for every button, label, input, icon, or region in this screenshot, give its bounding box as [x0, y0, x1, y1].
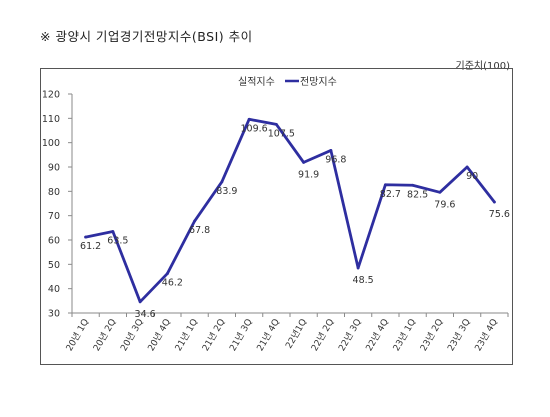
x-tick-label: 22년 3Q — [336, 317, 363, 353]
data-point — [193, 219, 197, 223]
y-tick-label: 100 — [42, 138, 60, 149]
data-label: 48.5 — [353, 275, 374, 286]
x-tick-label: 22년1Q — [283, 317, 309, 351]
data-label: 96.8 — [325, 154, 346, 165]
data-label: 75.6 — [489, 209, 510, 220]
x-tick-label: 21년 1Q — [173, 317, 200, 353]
x-tick-label: 23년 4Q — [473, 317, 500, 353]
y-tick-label: 90 — [48, 163, 60, 174]
y-tick-label: 110 — [42, 114, 60, 125]
data-point — [274, 123, 278, 126]
x-tick-label: 21년 2Q — [200, 317, 227, 353]
data-point — [302, 160, 306, 164]
data-label: 79.6 — [434, 199, 455, 210]
data-point — [138, 300, 142, 304]
legend: 실적지수 전망지수 — [238, 76, 337, 88]
legend-label-forecast: 전망지수 — [300, 76, 337, 88]
x-tick-label: 20년 3Q — [118, 317, 145, 353]
x-tick-label: 20년 1Q — [64, 317, 91, 353]
legend-label-actual: 실적지수 — [238, 76, 275, 88]
y-tick-label: 70 — [48, 211, 60, 222]
data-point — [329, 149, 333, 152]
data-label: 83.9 — [216, 186, 237, 197]
data-point — [383, 183, 387, 187]
y-tick-label: 80 — [48, 187, 60, 198]
data-point — [165, 272, 169, 275]
data-point — [111, 230, 115, 233]
data-point — [220, 180, 224, 184]
data-point — [247, 117, 251, 121]
data-point — [356, 266, 360, 270]
data-label: 82.7 — [380, 189, 401, 200]
data-label: 67.8 — [189, 225, 210, 236]
y-tick-label: 120 — [42, 90, 60, 101]
data-label: 63.5 — [107, 235, 128, 246]
data-label: 46.2 — [162, 278, 183, 289]
data-point — [411, 183, 415, 187]
data-label: 61.2 — [80, 241, 101, 252]
data-point — [84, 235, 88, 239]
chart-frame — [40, 68, 513, 365]
series-line-forecast — [84, 117, 496, 304]
x-tick-label: 20년 4Q — [146, 317, 173, 353]
data-label: 109.6 — [241, 123, 268, 134]
data-label: 90 — [466, 171, 478, 182]
data-point — [492, 200, 496, 204]
data-label: 91.9 — [298, 169, 319, 180]
x-tick-label: 22년 4Q — [364, 317, 391, 353]
x-tick-label: 21년 4Q — [255, 317, 282, 353]
x-tick-label: 23년 2Q — [418, 317, 445, 353]
plot-area: 61.2 63.5 34.6 46.2 67.8 83.9 109.6 107.5 91.9 96… — [80, 117, 510, 320]
x-tick-label: 21년 3Q — [227, 317, 254, 353]
y-tick-label: 30 — [48, 309, 60, 320]
unit-label: 기준치(100) — [455, 61, 511, 72]
data-label: 34.6 — [135, 309, 156, 320]
chart-title: ※ 광양시 기업경기전망지수(BSI) 추이 — [40, 29, 253, 44]
y-tick-label: 60 — [48, 236, 60, 247]
y-tick-label: 50 — [48, 260, 60, 271]
x-tick-label: 20년 2Q — [91, 317, 118, 353]
x-tick-label: 23년 3Q — [445, 317, 472, 353]
x-tick-label: 23년 1Q — [391, 317, 418, 353]
x-tick-label: 22년 2Q — [309, 317, 336, 353]
data-point — [438, 190, 442, 194]
y-tick-label: 40 — [48, 284, 60, 295]
data-point — [465, 165, 469, 169]
data-label: 82.5 — [407, 189, 428, 200]
data-label: 107.5 — [268, 128, 295, 139]
